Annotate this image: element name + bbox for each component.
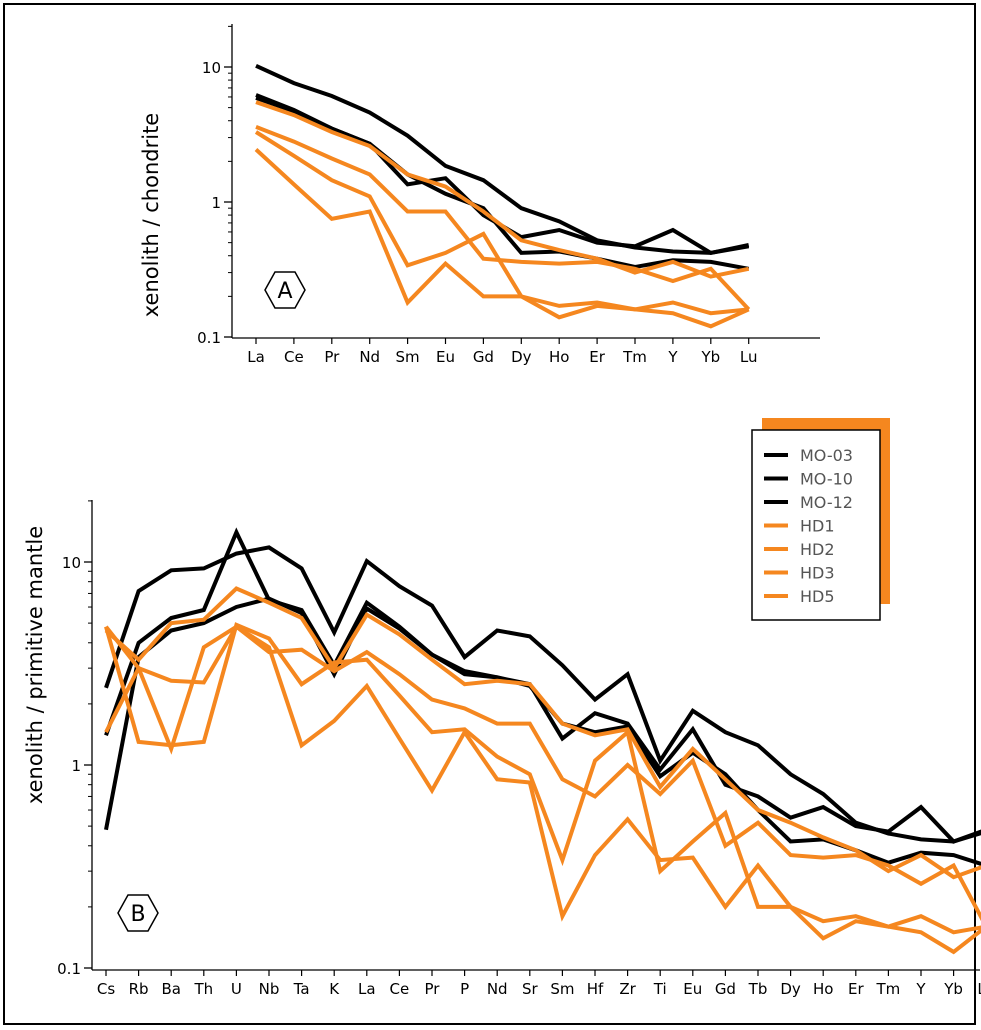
panel-b-series-line-5 — [104, 623, 981, 922]
panel-a-axes: 10 1 0.1 La Ce Pr Nd Sm Eu Gd Dy Ho Er Tm Y Yb Lu — [197, 24, 820, 366]
panel-a-series — [254, 63, 751, 329]
panel-a-series-line-6 — [254, 130, 749, 316]
panel-b: xenolith / primitive mantle 10 1 0.1 Cs Rb Ba… — [23, 500, 981, 998]
panel-b-x-tick-label: Hf — [587, 980, 604, 998]
panel-b-x-tick-label: Th — [193, 980, 213, 998]
panel-b-x-tick-label: Sm — [550, 980, 574, 998]
panel-a-series-line-3 — [255, 96, 750, 271]
panel-b-x-tick-label: Rb — [129, 980, 149, 998]
panel-b-series-line-7 — [104, 624, 981, 955]
panel-b-x-tick-label: K — [329, 980, 340, 998]
panel-b-series — [104, 527, 981, 955]
panel-a-series-line-7 — [254, 148, 750, 329]
panel-a-x-tick-label: Eu — [436, 348, 455, 366]
legend-label: MO-03 — [800, 446, 853, 465]
panel-b-x-tick-label: Ta — [293, 980, 310, 998]
panel-b-series-line-6 — [104, 622, 981, 935]
panel-b-x-tick-label: Ho — [813, 980, 833, 998]
panel-b-x-tick-label: Tm — [876, 980, 901, 998]
panel-b-x-tick-label: Yb — [943, 980, 963, 998]
panel-a-x-tick-label: Yb — [700, 348, 720, 366]
panel-a-badge-label: A — [277, 279, 292, 304]
panel-a-series-line-4 — [255, 100, 750, 279]
panel-b-x-tick-label: Nd — [487, 980, 508, 998]
panel-b-y-tick-label: 10 — [62, 554, 81, 572]
legend-items: MO-03 MO-10 MO-12 HD1 HD2 HD3 HD5 — [764, 446, 853, 606]
panel-a-x-tick-label: Pr — [324, 348, 340, 366]
panel-b-x-tick-label: Dy — [780, 980, 801, 998]
panel-b-x-tick-label: Lu — [977, 980, 981, 998]
panel-b-x-tick-label: Cs — [97, 980, 115, 998]
legend-label: MO-10 — [800, 470, 853, 489]
panel-a-x-tick-label: Lu — [740, 348, 758, 366]
panel-a-badge-icon: A — [264, 271, 306, 309]
legend: MO-03 MO-10 MO-12 HD1 HD2 HD3 HD5 — [751, 418, 890, 621]
panel-a-ylabel: xenolith / chondrite — [139, 113, 163, 317]
panel-b-x-tick-label: Pr — [425, 980, 441, 998]
panel-b-x-tick-label: Y — [915, 980, 926, 998]
panel-a-x-tick-label: Tm — [622, 348, 647, 366]
panel-a-x-tick-label: Y — [667, 348, 678, 366]
panel-b-axes: 10 1 0.1 Cs Rb Ba Th U Nb Ta K La Ce Pr P Nd Sr Sm Hf Zr Ti E… — [57, 500, 981, 998]
panel-b-x-tick-label: La — [358, 980, 376, 998]
legend-label: HD2 — [800, 540, 835, 559]
panel-b-ylabel: xenolith / primitive mantle — [23, 526, 47, 804]
panel-b-series-line-3 — [104, 596, 981, 866]
panel-a-x-tick-label: Gd — [473, 348, 494, 366]
panel-a: xenolith / chondrite 10 1 0.1 La Ce Pr Nd Sm Eu G… — [139, 24, 820, 366]
legend-label: MO-12 — [800, 493, 853, 512]
panel-a-x-tick-label: Er — [589, 348, 605, 366]
panel-a-x-tick-label: La — [247, 348, 265, 366]
panel-b-badge-icon: B — [117, 894, 159, 932]
legend-label: HD1 — [800, 517, 835, 536]
panel-b-x-tick-label: Ce — [390, 980, 410, 998]
panel-a-y-tick-label: 0.1 — [197, 329, 221, 347]
panel-a-x-tick-label: Ho — [549, 348, 569, 366]
panel-a-x-tick-label: Dy — [511, 348, 532, 366]
panel-b-x-tick-label: Eu — [683, 980, 702, 998]
legend-label: HD3 — [800, 564, 835, 583]
panel-b-x-tick-label: Gd — [715, 980, 736, 998]
panel-b-x-tick-label: Ti — [653, 980, 667, 998]
panel-b-x-tick-label: Zr — [619, 980, 636, 998]
panel-b-x-tick-label: Er — [848, 980, 864, 998]
panel-b-series-line-1 — [104, 545, 981, 844]
panel-b-y-tick-label: 1 — [71, 757, 81, 775]
panel-b-x-tick-label: Sr — [522, 980, 539, 998]
panel-a-x-tick-label: Ce — [284, 348, 304, 366]
panel-b-x-tick-label: Tb — [748, 980, 768, 998]
panel-a-y-tick-label: 10 — [202, 59, 221, 77]
panel-b-x-tick-label: P — [460, 980, 469, 998]
panel-b-series-line-4 — [104, 586, 981, 880]
panel-a-series-line-1 — [255, 63, 750, 255]
panel-a-x-tick-label: Sm — [396, 348, 420, 366]
panel-b-badge-label: B — [130, 902, 145, 927]
panel-b-x-tick-label: Ba — [161, 980, 180, 998]
legend-label: HD5 — [800, 587, 835, 606]
panel-b-x-tick-label: U — [231, 980, 242, 998]
panel-a-x-tick-label: Nd — [359, 348, 380, 366]
panel-b-series-line-2 — [104, 527, 981, 844]
panel-a-y-tick-label: 1 — [211, 194, 221, 212]
panel-b-x-tick-label: Nb — [259, 980, 280, 998]
panel-b-y-tick-label: 0.1 — [57, 960, 81, 978]
panel-a-series-line-5 — [255, 125, 751, 311]
